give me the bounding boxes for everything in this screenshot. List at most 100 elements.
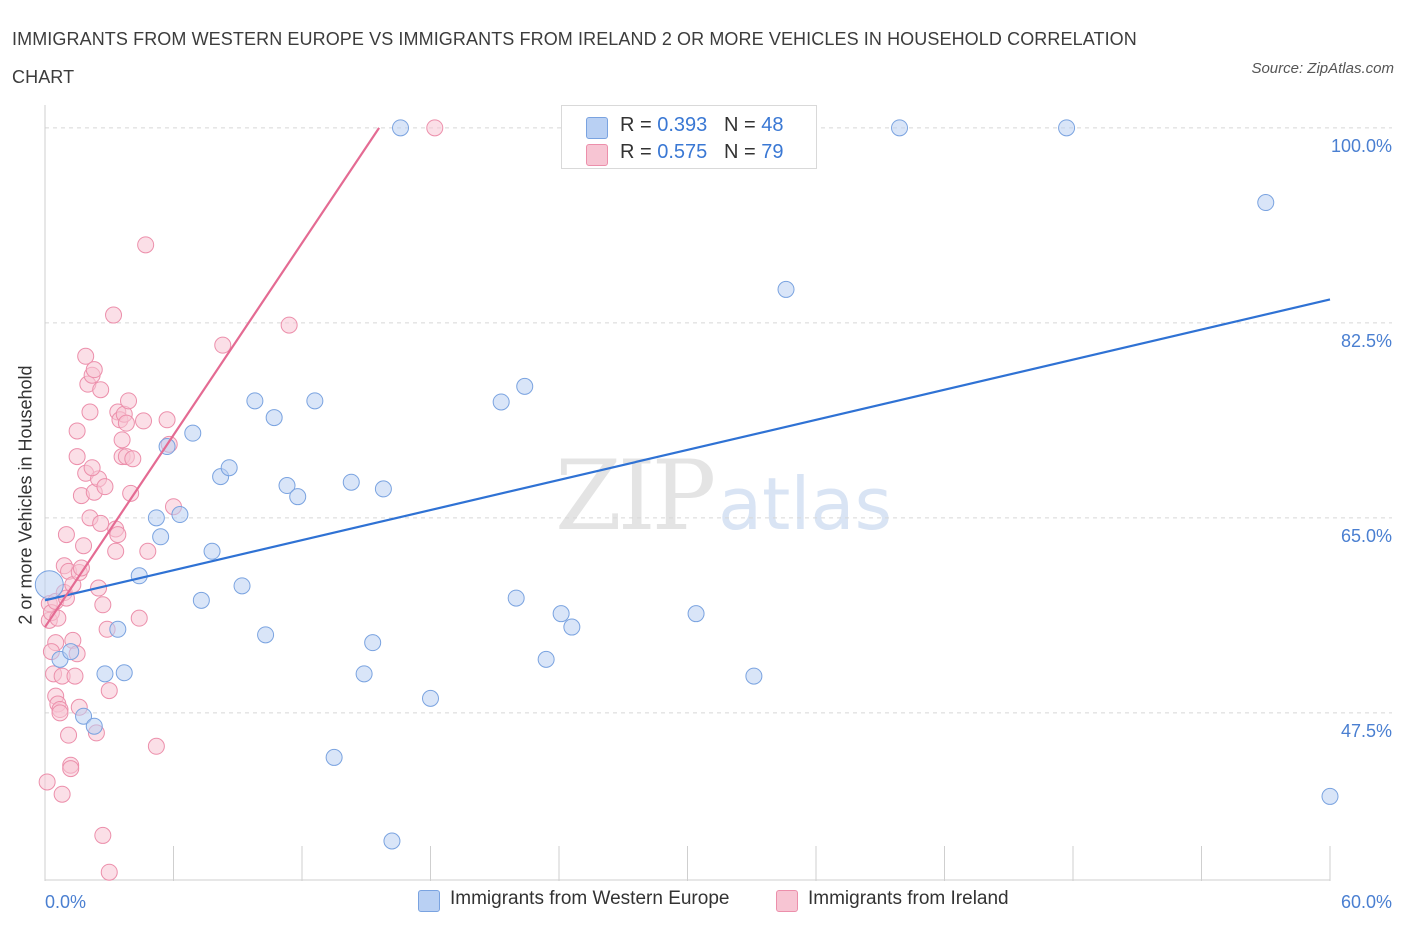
point-ireland[interactable] — [158, 411, 176, 429]
point-western-europe[interactable] — [1257, 194, 1275, 212]
point-western-europe[interactable] — [552, 605, 570, 623]
point-ireland[interactable] — [130, 609, 148, 627]
tick-labels: 100.0% 82.5% 65.0% 47.5% 0.0% 60.0% — [45, 136, 1392, 912]
point-ireland[interactable] — [117, 414, 135, 432]
point-western-europe[interactable] — [507, 589, 525, 607]
point-ireland[interactable] — [137, 236, 155, 254]
point-ireland[interactable] — [147, 737, 165, 755]
point-ireland[interactable] — [214, 336, 232, 354]
trend-lines — [44, 127, 1331, 628]
point-western-europe[interactable] — [152, 528, 170, 546]
point-ireland[interactable] — [83, 459, 101, 477]
point-western-europe[interactable] — [777, 280, 795, 298]
point-western-europe[interactable] — [745, 667, 763, 685]
point-ireland[interactable] — [100, 863, 118, 881]
watermark-zip: ZIP — [555, 440, 716, 552]
point-western-europe[interactable] — [233, 577, 251, 595]
point-western-europe[interactable] — [422, 689, 439, 707]
point-ireland[interactable] — [92, 514, 110, 532]
point-western-europe[interactable] — [563, 618, 581, 636]
point-western-europe[interactable] — [392, 119, 410, 137]
point-ireland[interactable] — [51, 704, 69, 722]
point-western-europe[interactable] — [1321, 787, 1339, 805]
point-ireland[interactable] — [92, 381, 110, 399]
point-western-europe[interactable] — [306, 392, 324, 410]
point-western-europe[interactable] — [516, 377, 534, 395]
point-western-europe[interactable] — [374, 480, 392, 498]
point-western-europe[interactable] — [1058, 119, 1076, 137]
point-western-europe[interactable] — [265, 409, 283, 427]
point-ireland[interactable] — [60, 726, 78, 744]
point-western-europe[interactable] — [364, 634, 382, 652]
point-ireland[interactable] — [113, 431, 131, 449]
point-western-europe[interactable] — [325, 748, 343, 766]
point-western-europe[interactable] — [115, 664, 133, 682]
point-western-europe[interactable] — [289, 488, 307, 506]
point-ireland[interactable] — [135, 412, 153, 430]
y-tick-label: 100.0% — [1331, 136, 1392, 156]
point-western-europe[interactable] — [246, 392, 264, 410]
point-western-europe[interactable] — [278, 477, 296, 495]
trendline-ireland — [44, 127, 381, 628]
point-western-europe[interactable] — [355, 665, 373, 683]
point-western-europe[interactable] — [203, 542, 221, 560]
point-ireland[interactable] — [68, 422, 86, 440]
point-ireland[interactable] — [81, 403, 99, 421]
point-ireland[interactable] — [53, 785, 71, 803]
point-western-europe[interactable] — [257, 626, 275, 644]
y-tick-label: 65.0% — [1341, 526, 1392, 546]
r-label: R = — [620, 114, 652, 136]
legend-swatch-blue — [586, 117, 608, 139]
x-tick-label: 60.0% — [1341, 892, 1392, 912]
legend-label: Immigrants from Western Europe — [450, 888, 730, 909]
point-western-europe[interactable] — [537, 650, 555, 668]
point-western-europe[interactable] — [220, 459, 238, 477]
point-ireland[interactable] — [72, 559, 90, 577]
point-ireland[interactable] — [120, 392, 138, 410]
point-western-europe[interactable] — [85, 717, 103, 735]
point-western-europe[interactable] — [192, 591, 210, 609]
point-ireland[interactable] — [122, 484, 140, 502]
source-note: Source: ZipAtlas.com — [1251, 60, 1394, 77]
point-ireland[interactable] — [109, 526, 127, 544]
point-ireland[interactable] — [38, 773, 56, 791]
point-western-europe[interactable] — [62, 643, 80, 661]
point-western-europe[interactable] — [171, 506, 189, 524]
point-ireland[interactable] — [139, 542, 157, 560]
point-western-europe[interactable] — [184, 424, 202, 442]
point-western-europe[interactable] — [492, 393, 510, 411]
point-western-europe[interactable] — [383, 832, 401, 850]
point-western-europe[interactable] — [75, 707, 93, 725]
point-ireland[interactable] — [57, 526, 75, 544]
stats-legend: R = 0.393 N = 48 R = 0.575 N = 79 — [561, 105, 817, 169]
n-value: 79 — [761, 141, 784, 163]
point-western-europe[interactable] — [147, 509, 165, 527]
point-western-europe[interactable] — [34, 570, 64, 600]
point-ireland[interactable] — [124, 450, 142, 468]
series-ireland — [38, 119, 444, 881]
point-ireland[interactable] — [107, 542, 125, 560]
point-ireland[interactable] — [85, 361, 103, 379]
point-ireland[interactable] — [96, 478, 114, 496]
point-ireland[interactable] — [94, 826, 112, 844]
point-western-europe[interactable] — [109, 620, 127, 638]
point-ireland[interactable] — [94, 596, 112, 614]
point-western-europe[interactable] — [687, 605, 705, 623]
chart-title: IMMIGRANTS FROM WESTERN EUROPE VS IMMIGR… — [12, 29, 1137, 87]
y-tick-label: 47.5% — [1341, 721, 1392, 741]
point-ireland[interactable] — [75, 537, 93, 555]
point-ireland[interactable] — [426, 119, 444, 137]
point-western-europe[interactable] — [96, 665, 114, 683]
point-ireland[interactable] — [66, 667, 84, 685]
trendline-western-europe — [44, 298, 1331, 602]
point-ireland[interactable] — [68, 448, 86, 466]
point-ireland[interactable] — [100, 682, 118, 700]
point-western-europe[interactable] — [891, 119, 909, 137]
point-western-europe[interactable] — [342, 473, 360, 491]
point-ireland[interactable] — [105, 306, 123, 324]
point-ireland[interactable] — [280, 316, 298, 334]
point-ireland[interactable] — [62, 760, 80, 778]
point-western-europe[interactable] — [130, 567, 148, 585]
point-ireland[interactable] — [77, 347, 95, 365]
legend-swatch-pink — [776, 890, 798, 912]
